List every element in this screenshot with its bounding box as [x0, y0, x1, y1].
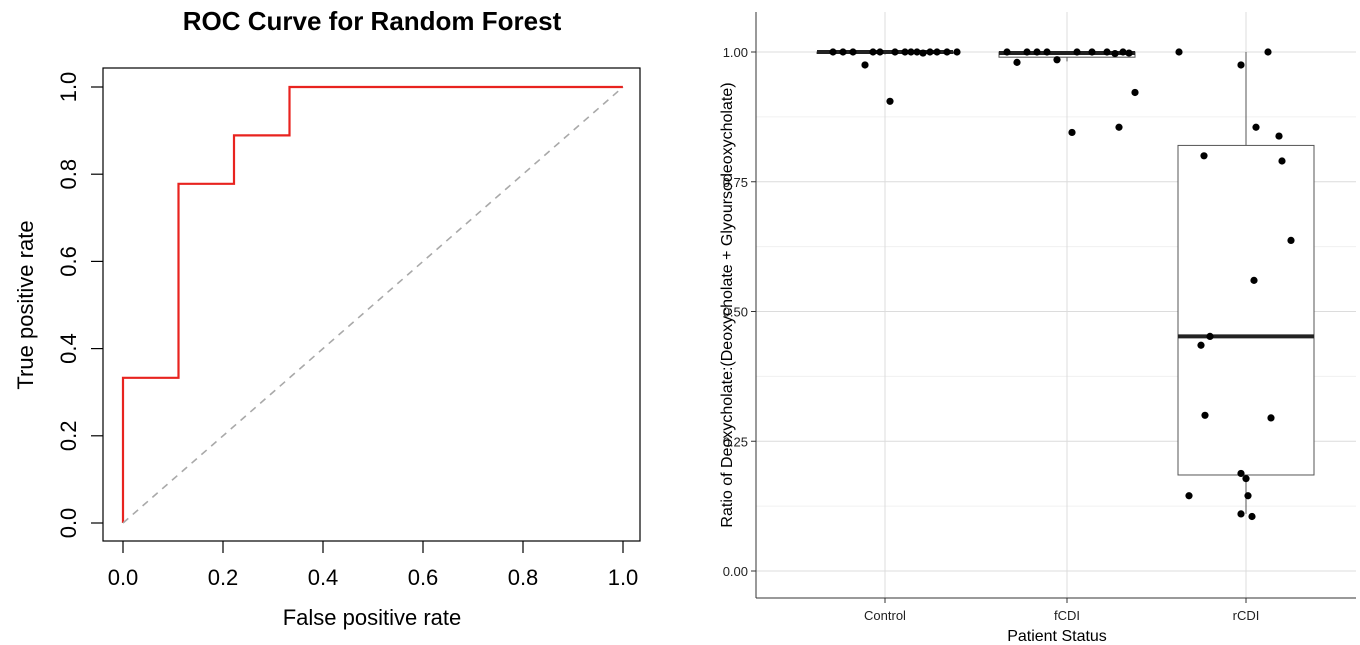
- roc-y-tick-label: 0.8: [56, 159, 81, 190]
- box-data-point: [1088, 48, 1096, 56]
- box-x-tick-label: Control: [864, 608, 906, 623]
- box-data-point: [1242, 475, 1250, 483]
- roc-x-tick-label: 1.0: [608, 565, 639, 590]
- roc-y-axis: 0.0 0.2 0.4 0.6 0.8 1.0: [56, 72, 103, 539]
- box-data-point: [1073, 48, 1081, 56]
- roc-x-tick-label: 0.6: [408, 565, 439, 590]
- box-data-point: [1125, 49, 1133, 57]
- box-x-tick-label: rCDI: [1233, 608, 1260, 623]
- box-iqr-rCDI: [1177, 144, 1315, 476]
- box-y-tick-label: 0.75: [723, 175, 748, 190]
- box-data-point: [886, 97, 894, 105]
- roc-chance-diagonal-line: [122, 86, 624, 524]
- roc-plot-area: [121, 85, 624, 524]
- box-data-point: [1023, 48, 1031, 56]
- box-data-point: [1264, 48, 1272, 56]
- box-data-point: [1033, 48, 1041, 56]
- box-data-point: [1053, 56, 1061, 64]
- box-data-point: [1237, 469, 1245, 478]
- box-data-point: [1175, 48, 1183, 56]
- box-data-point: [1252, 123, 1260, 131]
- box-data-point: [1119, 48, 1127, 56]
- box-data-point: [1278, 157, 1286, 165]
- box-plot-boxes: [816, 50, 1315, 514]
- box-data-point: [901, 48, 909, 56]
- roc-x-tick-label: 0.2: [208, 565, 239, 590]
- roc-y-tick-label: 0.4: [56, 333, 81, 364]
- box-y-axis: 0.00 0.25 0.50 0.75 1.00: [723, 45, 756, 579]
- box-plot-chart: 0.00 0.25 0.50 0.75 1.00 Control fCDI rCDI Pat…: [719, 12, 1356, 645]
- box-data-point: [1111, 49, 1119, 58]
- roc-chart: ROC Curve for Random Forest 0.0 0.2 0.4 0.6…: [13, 6, 641, 630]
- box-data-point: [1250, 276, 1258, 284]
- box-data-point: [869, 48, 877, 56]
- box-x-axis: Control fCDI rCDI: [864, 598, 1259, 623]
- box-data-point: [1237, 61, 1245, 69]
- roc-x-tick-label: 0.0: [108, 565, 139, 590]
- roc-chart-title: ROC Curve for Random Forest: [183, 6, 562, 36]
- box-data-point: [839, 48, 847, 56]
- box-data-point: [907, 48, 915, 56]
- roc-y-axis-label: True positive rate: [13, 220, 38, 389]
- box-data-point: [829, 48, 837, 56]
- box-data-point: [1115, 123, 1123, 131]
- box-plot-points: [829, 48, 1295, 521]
- box-data-point: [876, 48, 884, 56]
- roc-y-tick-label: 0.0: [56, 508, 81, 539]
- box-data-point: [1206, 332, 1214, 341]
- roc-x-tick-label: 0.4: [308, 565, 339, 590]
- roc-y-tick-label: 1.0: [56, 72, 81, 103]
- box-y-tick-label: 1.00: [723, 45, 748, 60]
- box-data-point: [953, 48, 961, 56]
- box-data-point: [1043, 48, 1051, 56]
- roc-plot-frame: [102, 67, 641, 542]
- box-y-tick-label: 0.25: [723, 434, 748, 449]
- roc-y-tick-label: 0.2: [56, 421, 81, 452]
- box-data-point: [1131, 88, 1139, 97]
- box-data-point: [1267, 414, 1275, 422]
- box-data-point: [1237, 510, 1245, 518]
- box-data-point: [1200, 152, 1208, 160]
- roc-x-axis-label: False positive rate: [283, 605, 462, 630]
- box-data-point: [1248, 512, 1256, 521]
- box-data-point: [849, 48, 857, 56]
- box-data-point: [913, 48, 921, 56]
- box-data-point: [891, 48, 899, 56]
- box-x-tick-label: fCDI: [1054, 608, 1080, 623]
- box-data-point: [861, 61, 869, 69]
- box-y-axis-label: Ratio of Deoxycholate:(Deoxycholate + Gl…: [719, 82, 736, 527]
- box-data-point: [1185, 492, 1193, 500]
- box-data-point: [943, 48, 951, 56]
- box-data-point: [1275, 132, 1283, 140]
- box-data-point: [1197, 341, 1205, 349]
- box-data-point: [1201, 411, 1209, 419]
- box-data-point: [1068, 128, 1076, 137]
- box-data-point: [926, 48, 934, 56]
- roc-curve-line: [121, 85, 623, 523]
- box-data-point: [1103, 48, 1111, 56]
- roc-y-tick-label: 0.6: [56, 246, 81, 277]
- box-data-point: [919, 49, 927, 57]
- roc-x-tick-label: 0.8: [508, 565, 539, 590]
- box-data-point: [1013, 58, 1021, 66]
- box-data-point: [1244, 492, 1252, 500]
- box-y-tick-label: 0.00: [723, 564, 748, 579]
- box-data-point: [1003, 48, 1011, 56]
- box-y-tick-label: 0.50: [723, 305, 748, 320]
- roc-x-axis: 0.0 0.2 0.4 0.6 0.8 1.0: [108, 541, 639, 590]
- box-data-point: [933, 48, 941, 56]
- box-x-axis-label: Patient Status: [1007, 628, 1107, 645]
- box-data-point: [1287, 236, 1295, 244]
